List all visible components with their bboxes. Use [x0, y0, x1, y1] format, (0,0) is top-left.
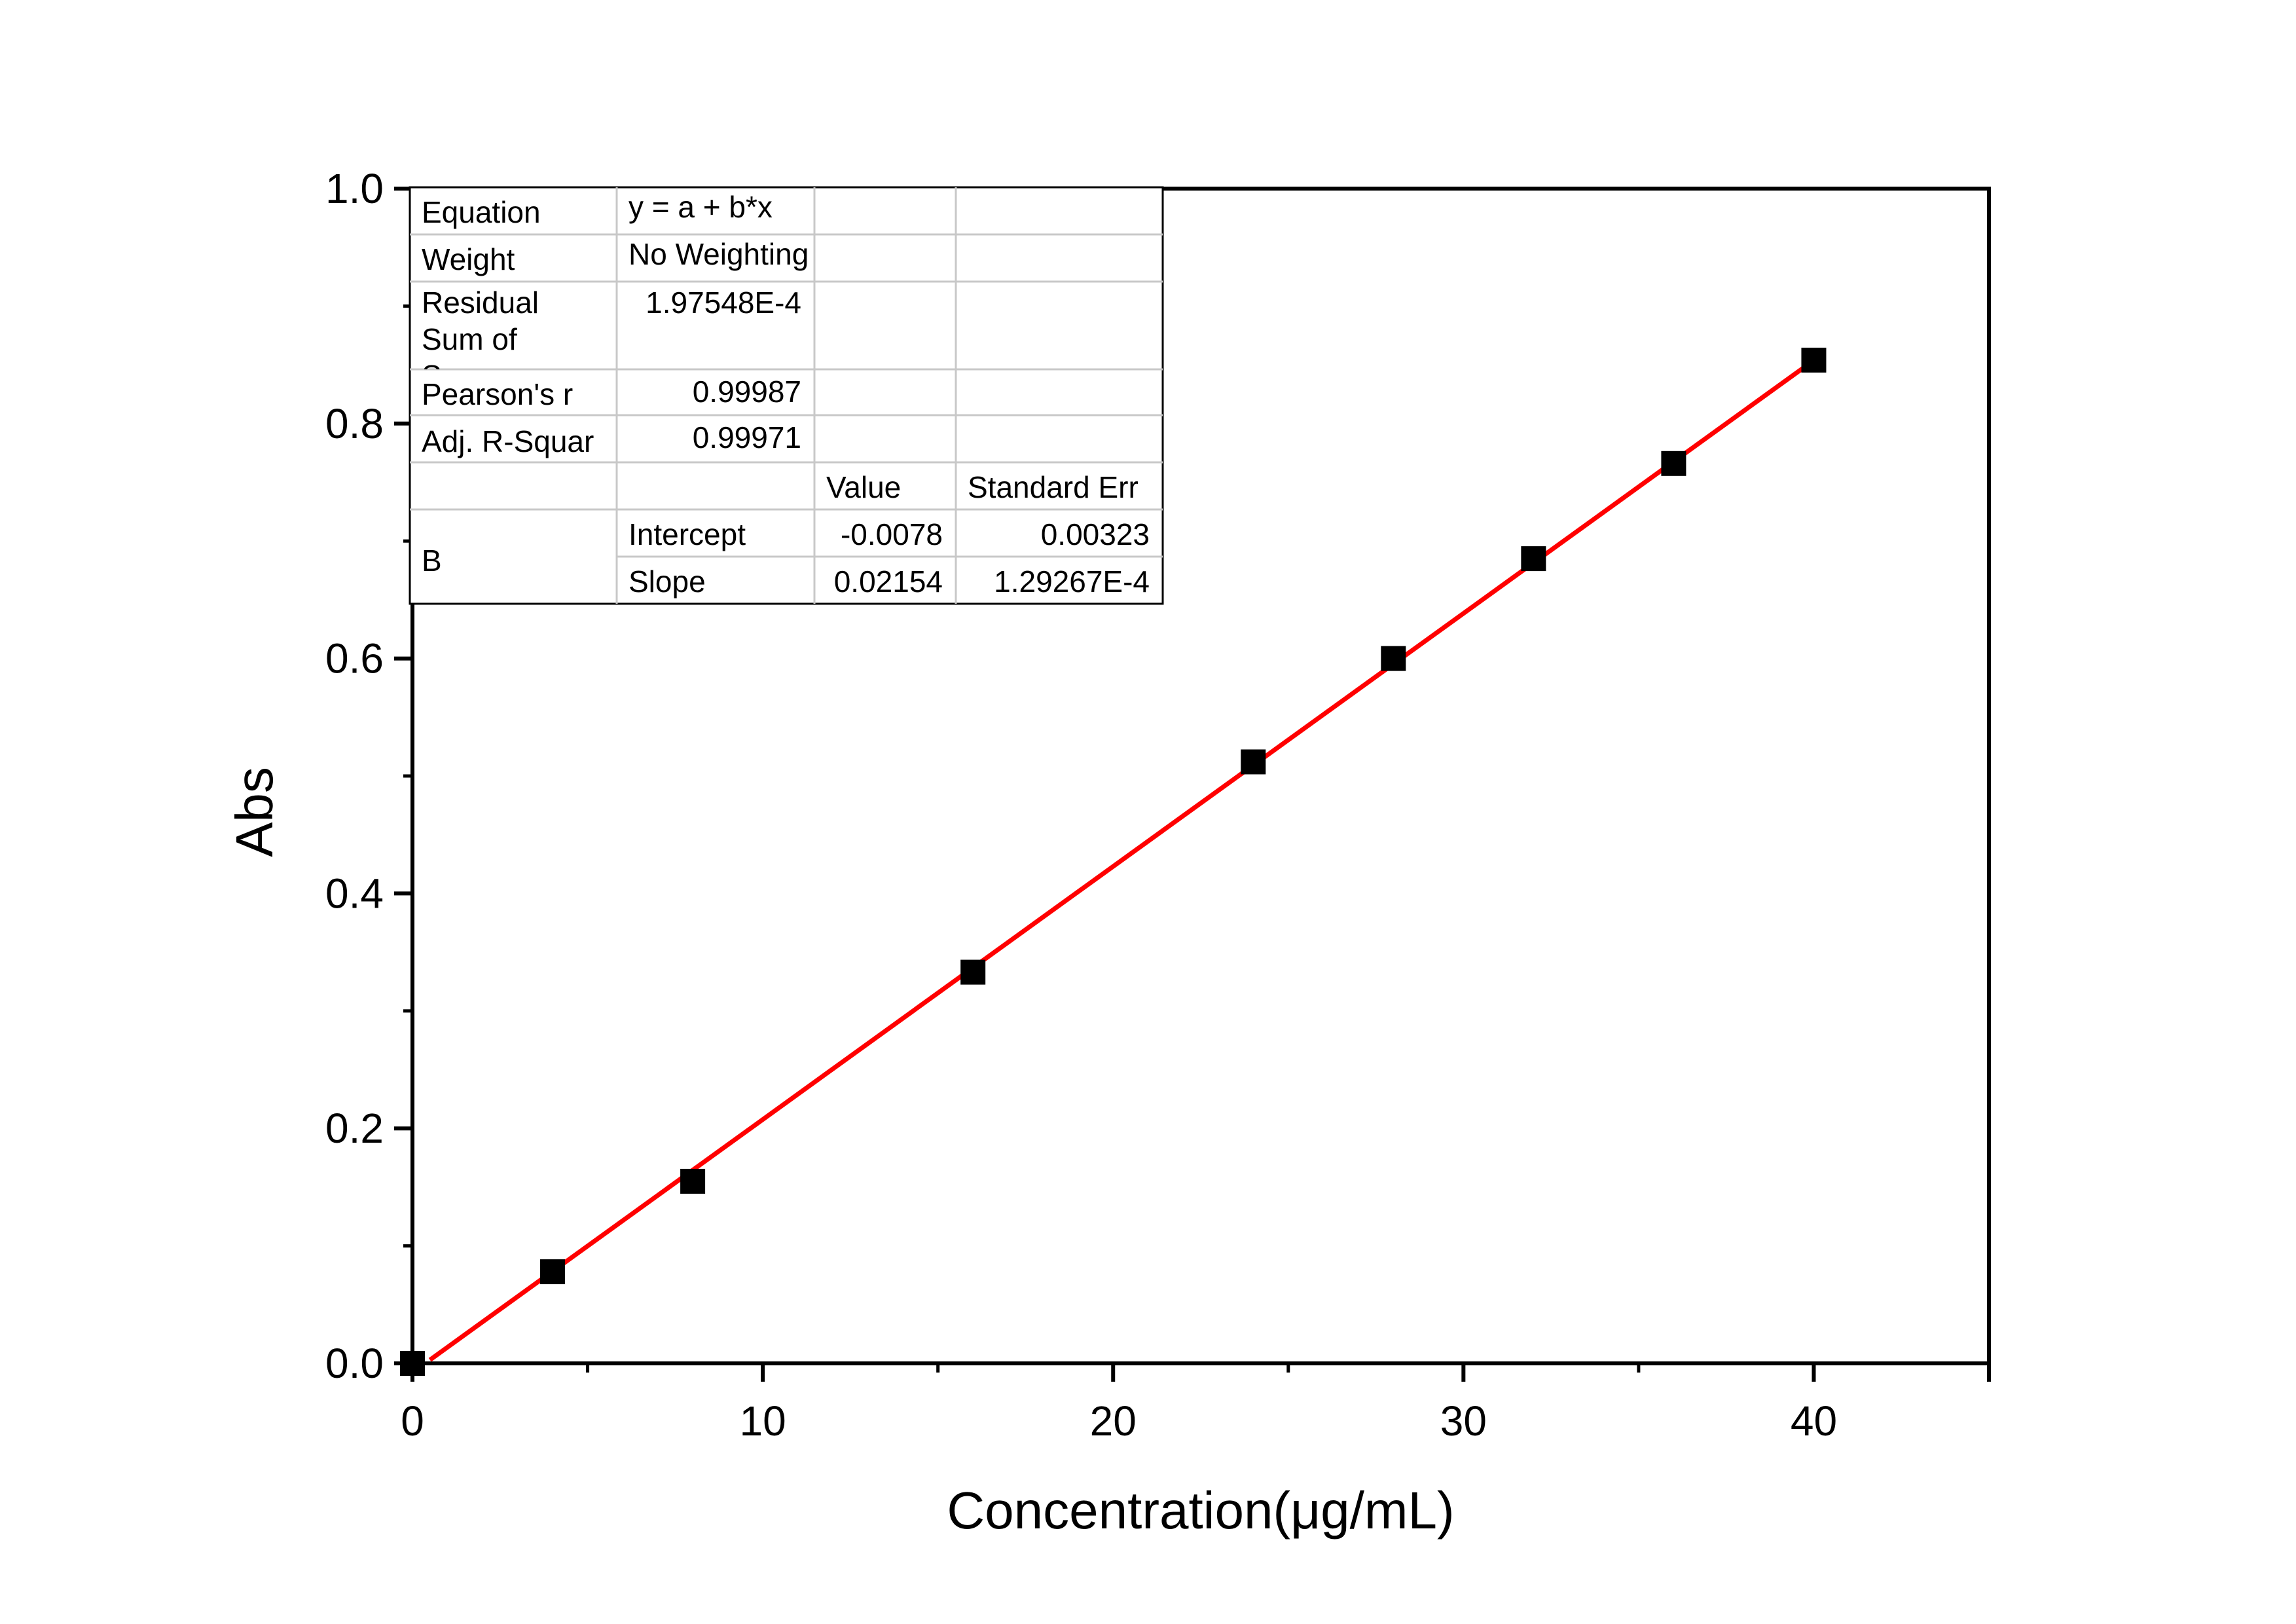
data-point — [1661, 451, 1686, 476]
data-point — [1381, 646, 1406, 671]
table-cell-text: 0.99987 — [693, 375, 801, 409]
y-tick-label: 0.6 — [325, 635, 384, 682]
table-cell-text: 0.00323 — [1041, 517, 1150, 551]
data-point — [1241, 749, 1266, 775]
data-point — [680, 1168, 706, 1194]
fit-line — [428, 358, 1815, 1362]
y-tick-label: 0.4 — [325, 870, 384, 917]
table-cell-text: -0.0078 — [841, 517, 943, 551]
table-cell-text: Sum of — [422, 322, 517, 356]
fit-results-table: Equation y = a + b*x Weight No Weighting Res… — [409, 186, 1164, 605]
table-cell-text: 1.97548E-4 — [646, 286, 801, 320]
data-point — [400, 1351, 425, 1376]
y-tick-label: 0.2 — [325, 1105, 384, 1152]
x-tick-label: 20 — [1090, 1397, 1137, 1445]
table-cell-text: Residual — [422, 286, 539, 320]
table-cell-text: Squares — [422, 359, 534, 393]
table-cell-text: Value — [826, 470, 901, 504]
table-cell-text: Equation — [422, 195, 541, 229]
table-cell-text: Pearson's r — [422, 377, 573, 411]
table-cell-text: No Weighting — [629, 237, 809, 271]
x-tick-label: 10 — [740, 1397, 786, 1445]
data-point — [1801, 347, 1827, 373]
x-tick-label: 30 — [1440, 1397, 1487, 1445]
data-point — [1521, 546, 1546, 572]
table-cell-text: 0.99971 — [693, 420, 801, 454]
table-cell-text: Standard Err — [968, 470, 1139, 504]
table-cell-text: Slope — [629, 564, 706, 599]
table-cell-text: B — [422, 544, 442, 578]
x-axis: 0 10 20 30 40 — [401, 1363, 1991, 1445]
table-frame — [409, 186, 1164, 605]
y-axis: 0.0 0.2 0.4 0.6 0.8 1.0 — [325, 165, 412, 1387]
data-point — [960, 959, 986, 985]
y-tick-label: 0.0 — [325, 1340, 384, 1387]
table-cell-text: 0.02154 — [834, 564, 943, 599]
data-point — [540, 1259, 566, 1285]
y-tick-label: 1.0 — [325, 165, 384, 212]
table-cell-text: Intercept — [629, 517, 746, 551]
x-tick-label: 0 — [401, 1397, 424, 1445]
data-series — [400, 347, 1827, 1376]
table-cell-text: Adj. R-Squar — [422, 424, 594, 458]
y-axis-title: Abs — [225, 767, 283, 857]
x-axis-title: Concentration(μg/mL) — [947, 1481, 1454, 1540]
table-cell-text: y = a + b*x — [629, 190, 773, 224]
y-tick-label: 0.8 — [325, 400, 384, 447]
x-tick-label: 40 — [1791, 1397, 1837, 1445]
table-cell-text: Weight — [422, 242, 515, 276]
table-cell-text: 1.29267E-4 — [994, 564, 1150, 599]
